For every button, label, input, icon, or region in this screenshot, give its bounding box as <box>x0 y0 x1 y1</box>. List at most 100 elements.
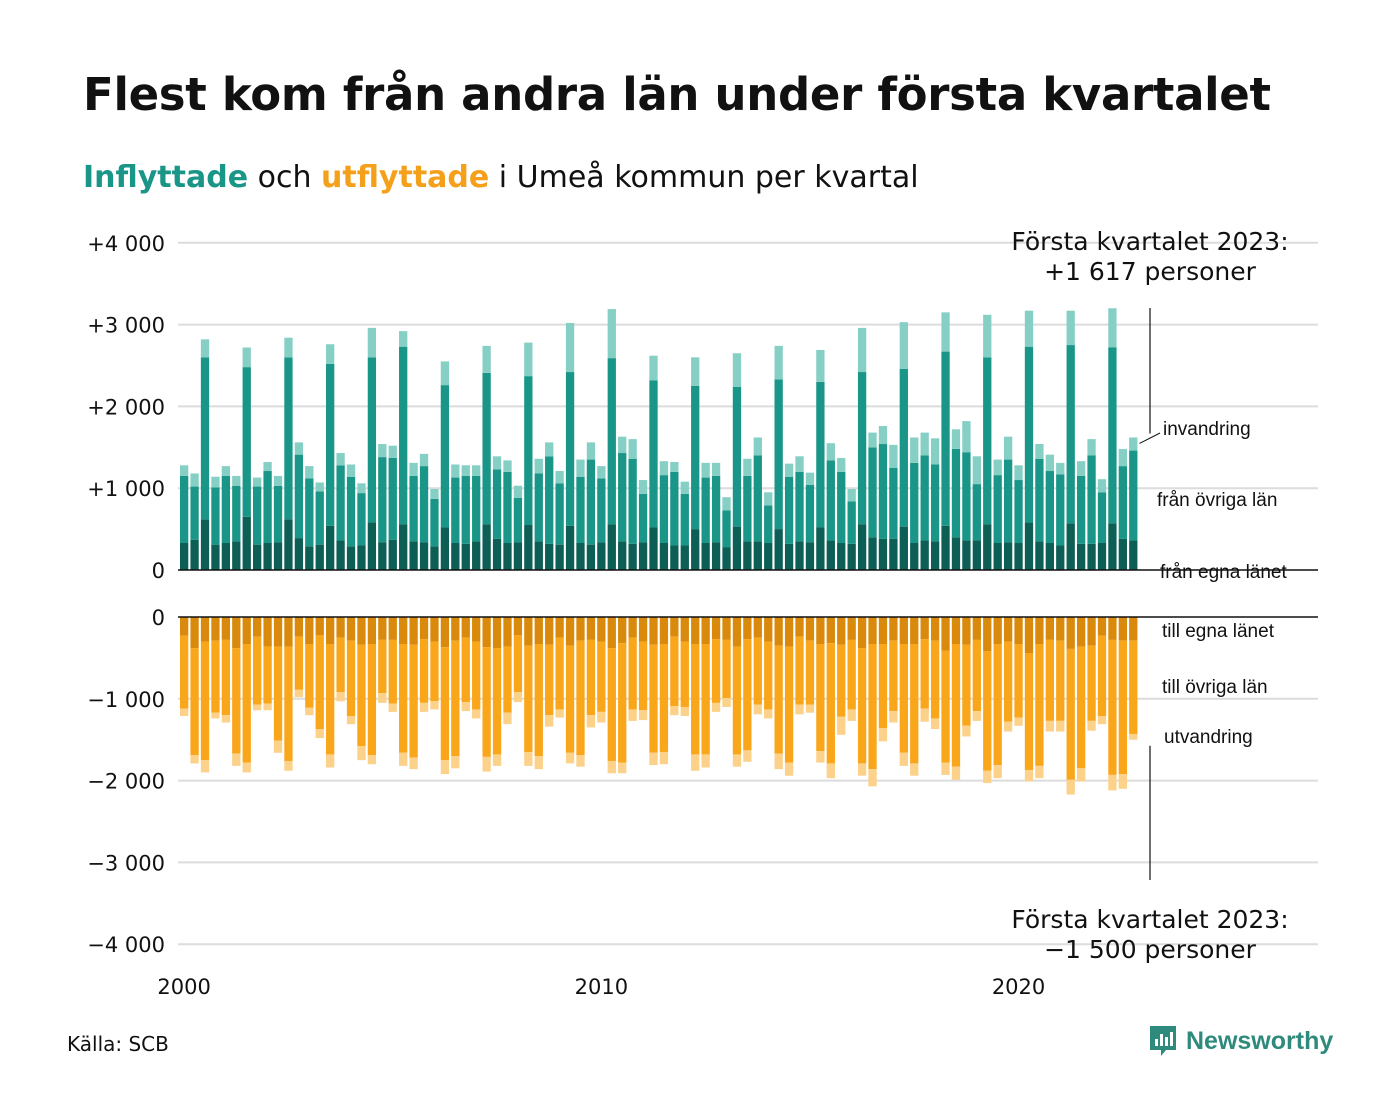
bar-out-segment <box>722 617 731 640</box>
bar-in-segment <box>1024 346 1034 523</box>
bar-in-segment <box>1066 310 1075 346</box>
bar-out-segment <box>784 617 794 647</box>
bar-out-segment <box>555 617 564 638</box>
bar-out-segment <box>399 752 408 766</box>
bar-in-segment <box>461 543 470 570</box>
brand: Newsworthy <box>1148 1024 1333 1058</box>
bar-out-segment <box>305 617 314 644</box>
bar-out-segment <box>743 617 752 640</box>
bar-out-segment <box>1035 643 1044 766</box>
bar-in-segment <box>1108 308 1117 348</box>
bar-out-segment <box>419 617 429 640</box>
bar-in-segment <box>910 462 919 544</box>
bar-in-segment <box>211 544 220 570</box>
bar-in-segment <box>795 541 804 570</box>
bar-out-segment <box>597 711 606 723</box>
bar-out-segment <box>409 617 418 645</box>
bar-out-segment <box>451 756 460 769</box>
bar-out-segment <box>200 641 210 761</box>
bar-in-segment <box>962 452 971 541</box>
x-tick-label: 2010 <box>575 975 628 999</box>
bar-out-segment <box>1014 643 1023 718</box>
bar-out-segment <box>1118 640 1127 775</box>
bar-in-segment <box>524 342 533 377</box>
bar-out-segment <box>774 645 783 754</box>
bar-out-segment <box>983 617 992 652</box>
bar-out-segment <box>743 639 752 751</box>
bar-out-segment <box>200 617 210 642</box>
bar-out-segment <box>764 641 773 710</box>
bar-in-segment <box>326 344 335 364</box>
bar-in-segment <box>1076 461 1086 476</box>
bar-in-segment <box>273 475 283 486</box>
bar-in-segment <box>1014 465 1023 481</box>
bar-in-segment <box>649 355 658 381</box>
bar-in-segment <box>534 541 543 570</box>
bar-out-segment <box>534 617 543 644</box>
bar-out-segment <box>805 704 815 713</box>
bar-in-segment <box>555 471 564 484</box>
bar-in-segment <box>805 484 815 543</box>
bar-out-segment <box>263 617 272 647</box>
bar-in-segment <box>451 477 460 544</box>
bar-out-segment <box>847 709 856 721</box>
y-tick-label: −1 000 <box>87 688 165 712</box>
bar-out-segment <box>440 760 450 775</box>
subtitle-rest: i Umeå kommun per kvartal <box>489 160 919 195</box>
bar-out-segment <box>232 753 241 766</box>
bar-out-segment <box>670 706 679 716</box>
grid-layer <box>178 241 1318 946</box>
bar-in-segment <box>565 525 575 570</box>
bar-out-segment <box>889 711 898 723</box>
bar-out-segment <box>482 756 491 772</box>
bar-out-segment <box>732 646 742 755</box>
bar-in-segment <box>597 478 606 543</box>
bar-in-segment <box>409 475 418 542</box>
bar-in-segment <box>722 547 731 570</box>
bar-in-segment <box>1066 345 1075 524</box>
bar-in-segment <box>972 484 981 541</box>
bar-in-segment <box>190 473 199 487</box>
bar-in-segment <box>826 443 835 461</box>
bar-in-segment <box>492 538 502 570</box>
bar-in-segment <box>284 519 293 570</box>
bar-out-segment <box>294 617 304 637</box>
bar-out-segment <box>513 692 523 703</box>
bar-out-segment <box>805 640 815 705</box>
bar-in-segment <box>409 541 418 570</box>
bar-out-segment <box>1056 617 1065 641</box>
bar-out-segment <box>357 746 366 761</box>
bar-in-segment <box>607 309 616 359</box>
bar-in-segment <box>221 543 231 570</box>
bar-out-segment <box>315 729 324 739</box>
bar-out-segment <box>1097 635 1107 716</box>
y-tick-label: +3 000 <box>87 314 165 338</box>
bar-in-segment <box>232 485 241 542</box>
bar-in-segment <box>1108 347 1117 524</box>
bar-in-segment <box>555 483 564 545</box>
bar-in-segment <box>524 525 533 570</box>
bar-out-segment <box>1097 617 1107 636</box>
bar-in-segment <box>451 543 460 570</box>
bar-in-segment <box>294 442 304 455</box>
bar-in-segment <box>1014 543 1023 570</box>
bar-in-segment <box>983 357 992 525</box>
bar-in-segment <box>1076 543 1086 570</box>
bar-in-segment <box>784 543 794 570</box>
bar-out-segment <box>1076 768 1086 782</box>
bar-in-segment <box>826 540 835 570</box>
bar-in-segment <box>930 464 940 542</box>
bar-in-segment <box>190 486 199 540</box>
bar-out-segment <box>701 617 710 644</box>
bar-out-segment <box>743 750 752 762</box>
bar-in-segment <box>993 459 1002 476</box>
bar-in-segment <box>722 510 731 548</box>
bar-out-segment <box>920 617 929 640</box>
bar-out-segment <box>273 646 283 741</box>
bar-out-segment <box>878 617 888 644</box>
bar-out-segment <box>1087 720 1096 731</box>
bar-in-segment <box>221 466 231 476</box>
bar-in-segment <box>628 458 637 544</box>
bar-in-segment <box>399 524 408 570</box>
bar-out-segment <box>461 637 470 703</box>
